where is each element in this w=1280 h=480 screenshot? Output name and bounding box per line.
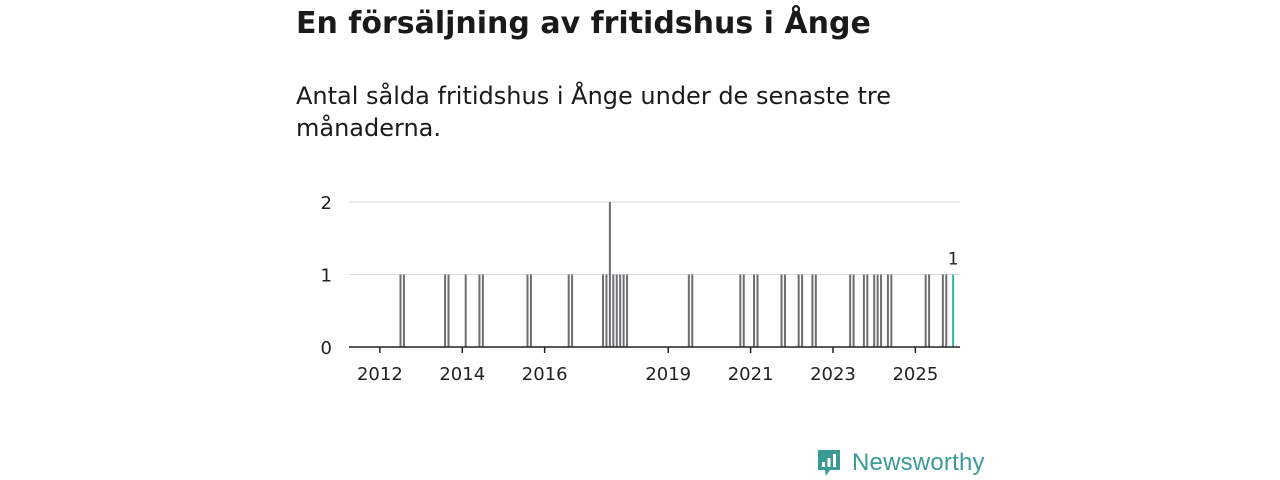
bar — [928, 274, 931, 347]
bar — [481, 274, 484, 347]
y-tick-label: 2 — [321, 193, 332, 214]
bar — [945, 274, 948, 347]
bar — [402, 274, 405, 347]
bar — [886, 274, 889, 347]
bar — [626, 274, 629, 347]
bar — [814, 274, 817, 347]
axes: 0 1 2 2012 2014 2016 2019 2021 2023 2025 1 — [321, 193, 960, 385]
x-tick-label: 2019 — [645, 364, 691, 385]
x-tick-label: 2014 — [439, 364, 485, 385]
bar — [862, 274, 865, 347]
bar — [797, 274, 800, 347]
bar — [571, 274, 574, 347]
chart-title: En försäljning av fritidshus i Ånge — [296, 6, 871, 41]
bar — [399, 274, 402, 347]
sales-bar-chart: 0 1 2 2012 2014 2016 2019 2021 2023 2025 1 — [321, 193, 960, 385]
bar — [478, 274, 481, 347]
chart-subtitle: Antal sålda fritidshus i Ånge under de s… — [296, 82, 891, 142]
bar — [567, 274, 570, 347]
bar-highlight — [952, 274, 955, 347]
bar — [780, 274, 783, 347]
bar — [876, 274, 879, 347]
bar — [529, 274, 532, 347]
bar — [612, 274, 615, 347]
bar — [615, 274, 618, 347]
bar — [924, 274, 927, 347]
bar — [619, 274, 622, 347]
x-tick-label: 2025 — [892, 364, 938, 385]
newsworthy-logo-icon — [818, 450, 840, 476]
x-tick-label: 2016 — [522, 364, 568, 385]
bar — [444, 274, 447, 347]
bar — [756, 274, 759, 347]
brand-name: Newsworthy — [852, 449, 985, 476]
bar — [890, 274, 893, 347]
bar — [464, 274, 467, 347]
bar — [801, 274, 804, 347]
x-tick-label: 2023 — [810, 364, 856, 385]
bar — [602, 274, 605, 347]
x-tick-label: 2012 — [357, 364, 403, 385]
bar — [941, 274, 944, 347]
bar — [742, 274, 745, 347]
bar — [739, 274, 742, 347]
bar — [605, 274, 608, 347]
bar — [811, 274, 814, 347]
bar — [687, 274, 690, 347]
bars — [399, 202, 955, 347]
bar — [866, 274, 869, 347]
bar — [691, 274, 694, 347]
bar — [608, 202, 611, 347]
bar — [753, 274, 756, 347]
data-label: 1 — [948, 250, 959, 270]
bar — [622, 274, 625, 347]
bar — [447, 274, 450, 347]
bar — [852, 274, 855, 347]
bar — [526, 274, 529, 347]
x-tick-label: 2021 — [728, 364, 774, 385]
gridlines — [349, 201, 960, 275]
y-tick-label: 0 — [321, 338, 332, 359]
bar — [783, 274, 786, 347]
bar — [873, 274, 876, 347]
newsworthy-logo[interactable]: Newsworthy — [816, 446, 985, 480]
y-tick-label: 1 — [321, 266, 332, 287]
bar — [849, 274, 852, 347]
bar — [880, 274, 883, 347]
